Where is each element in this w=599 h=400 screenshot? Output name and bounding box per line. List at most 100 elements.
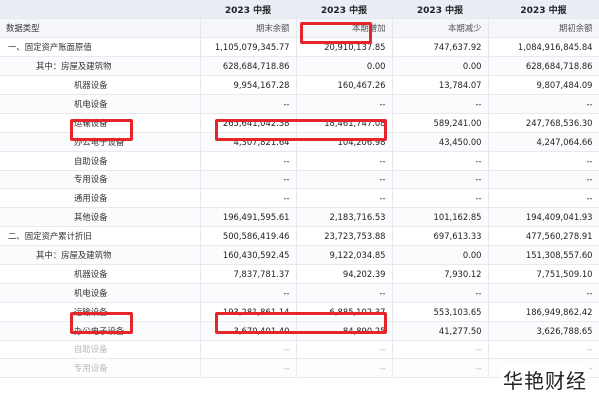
- table-row: 其中：房屋及建筑物 160,430,592.45 9,122,034.85 0.00 1…: [0, 245, 599, 265]
- highlight-box-transport-values-2: [215, 312, 387, 334]
- table-cell: 7,837,781.37: [200, 264, 297, 284]
- table-cell: --: [200, 94, 297, 114]
- table-cell: 194,409,041.93: [488, 207, 599, 228]
- table-cell: 186,949,862.42: [488, 302, 599, 322]
- table-body: 一、固定资产账面原值 1,105,079,345.77 20,910,137.85 7…: [0, 37, 599, 379]
- row-label: 其他设备: [0, 207, 201, 228]
- row-label: 办公电子设备: [0, 132, 201, 152]
- row-label: 一、固定资产账面原值: [0, 37, 201, 58]
- table-cell: 41,277.50: [392, 321, 489, 341]
- table-row: 机器设备 9,954,167.28 160,467.26 13,784.07 9,807…: [0, 75, 599, 95]
- table-cell: 94,202.39: [296, 264, 393, 284]
- period-header[interactable]: 2023 中报: [200, 0, 297, 20]
- row-label: 其中：房屋及建筑物: [0, 56, 201, 77]
- table-row: 机电设备 -- -- -- --: [0, 94, 599, 114]
- table-row: 通用设备 -- -- -- --: [0, 188, 599, 209]
- table-cell: --: [296, 94, 393, 114]
- period-header[interactable]: 2023 中报: [392, 0, 489, 20]
- row-label: 机器设备: [0, 264, 201, 284]
- highlight-box-transport-values-1: [215, 119, 387, 141]
- table-cell: --: [488, 188, 599, 209]
- table-cell: 0.00: [296, 56, 393, 77]
- row-label: 机电设备: [0, 94, 201, 114]
- table-cell: 1,084,916,845.84: [488, 37, 599, 58]
- table-cell: 589,241.00: [392, 113, 489, 133]
- row-label: 通用设备: [0, 188, 201, 209]
- row-label-header: 数据类型: [0, 18, 201, 39]
- period-header[interactable]: 2023 中报: [296, 0, 393, 20]
- row-label: 其中：房屋及建筑物: [0, 245, 201, 265]
- row-label: 运输设备: [0, 113, 201, 133]
- table-cell: --: [392, 188, 489, 209]
- table-cell: 101,162.85: [392, 207, 489, 228]
- period-header-row: 2023 中报 2023 中报 2023 中报 2023 中报: [0, 0, 599, 20]
- table-cell: --: [200, 188, 297, 209]
- row-label: 二、固定资产累计折旧: [0, 226, 201, 247]
- table-row: 机器设备 7,837,781.37 94,202.39 7,930.12 7,751,5…: [0, 264, 599, 284]
- row-label: 专用设备: [0, 170, 201, 190]
- table-cell: --: [488, 151, 599, 171]
- table-cell: --: [200, 170, 297, 190]
- table-cell: 0.00: [392, 245, 489, 265]
- table-cell: 104,206.98: [296, 132, 393, 152]
- table-cell: 151,308,557.60: [488, 245, 599, 265]
- fixed-assets-table: 2023 中报 2023 中报 2023 中报 2023 中报 数据类型 期末余…: [0, 0, 599, 379]
- table-cell: --: [296, 151, 393, 171]
- table-cell: --: [392, 358, 489, 379]
- table-cell: --: [488, 170, 599, 190]
- table-cell: 3,670,401.40: [200, 321, 297, 341]
- table-cell: 23,723,753.88: [296, 226, 393, 247]
- table-cell: --: [392, 170, 489, 190]
- table-row: 二、固定资产累计折旧 500,586,419.46 23,723,753.88 697…: [0, 226, 599, 247]
- period-header[interactable]: 2023 中报: [488, 0, 599, 20]
- table-cell: --: [392, 340, 489, 360]
- table-cell: 500,586,419.46: [200, 226, 297, 247]
- table-cell: --: [200, 283, 297, 303]
- table-row: 其他设备 196,491,595.61 2,183,716.53 101,162.85…: [0, 207, 599, 228]
- column-header-opening-balance: 期初余额: [488, 18, 599, 39]
- header-corner: [0, 0, 201, 20]
- table-cell: 160,430,592.45: [200, 245, 297, 265]
- table-cell: 193,281,861.14: [200, 302, 297, 322]
- table-cell: 84,890.25: [296, 321, 393, 341]
- table-cell: 196,491,595.61: [200, 207, 297, 228]
- table-cell: 628,684,718.86: [200, 56, 297, 77]
- table-row: 自助设备 -- -- -- --: [0, 151, 599, 171]
- table-cell: --: [392, 94, 489, 114]
- row-label: 办公电子设备: [0, 321, 201, 341]
- table-cell: 477,560,278.91: [488, 226, 599, 247]
- table-cell: 265,641,042.38: [200, 113, 297, 133]
- table-cell: --: [488, 94, 599, 114]
- column-header-decrease: 本期减少: [392, 18, 489, 39]
- table-cell: --: [296, 170, 393, 190]
- table-cell: --: [392, 151, 489, 171]
- row-label: 自助设备: [0, 340, 201, 360]
- row-label: 机器设备: [0, 75, 201, 95]
- table-cell: 43,450.00: [392, 132, 489, 152]
- table-cell: 628,684,718.86: [488, 56, 599, 77]
- row-label: 专用设备: [0, 358, 201, 379]
- table-cell: 13,784.07: [392, 75, 489, 95]
- table-cell: --: [296, 188, 393, 209]
- table-cell: 9,807,484.09: [488, 75, 599, 95]
- table-cell: 697,613.33: [392, 226, 489, 247]
- row-label: 机电设备: [0, 283, 201, 303]
- table-row: 运输设备 265,641,042.38 18,461,747.08 589,241.0…: [0, 113, 599, 133]
- table-row: 办公电子设备 3,670,401.40 84,890.25 41,277.50 3,62…: [0, 321, 599, 341]
- table-cell: 747,637.92: [392, 37, 489, 58]
- table-cell: --: [296, 340, 393, 360]
- highlight-box-header-increase: [300, 22, 372, 44]
- table-cell: 2,183,716.53: [296, 207, 393, 228]
- table-cell: --: [200, 340, 297, 360]
- watermark-text: 华艳财经: [501, 365, 589, 394]
- table-cell: 4,307,821.64: [200, 132, 297, 152]
- table-cell: --: [200, 151, 297, 171]
- table-cell: 1,105,079,345.77: [200, 37, 297, 58]
- table-row: 其中：房屋及建筑物 628,684,718.86 0.00 0.00 628,684,7…: [0, 56, 599, 77]
- table-row: 专用设备 -- -- -- --: [0, 170, 599, 190]
- table-cell: 553,103.65: [392, 302, 489, 322]
- highlight-box-transport-label-2: [70, 312, 133, 334]
- highlight-box-transport-label-1: [70, 119, 133, 141]
- table-cell: --: [392, 283, 489, 303]
- table-cell: --: [488, 283, 599, 303]
